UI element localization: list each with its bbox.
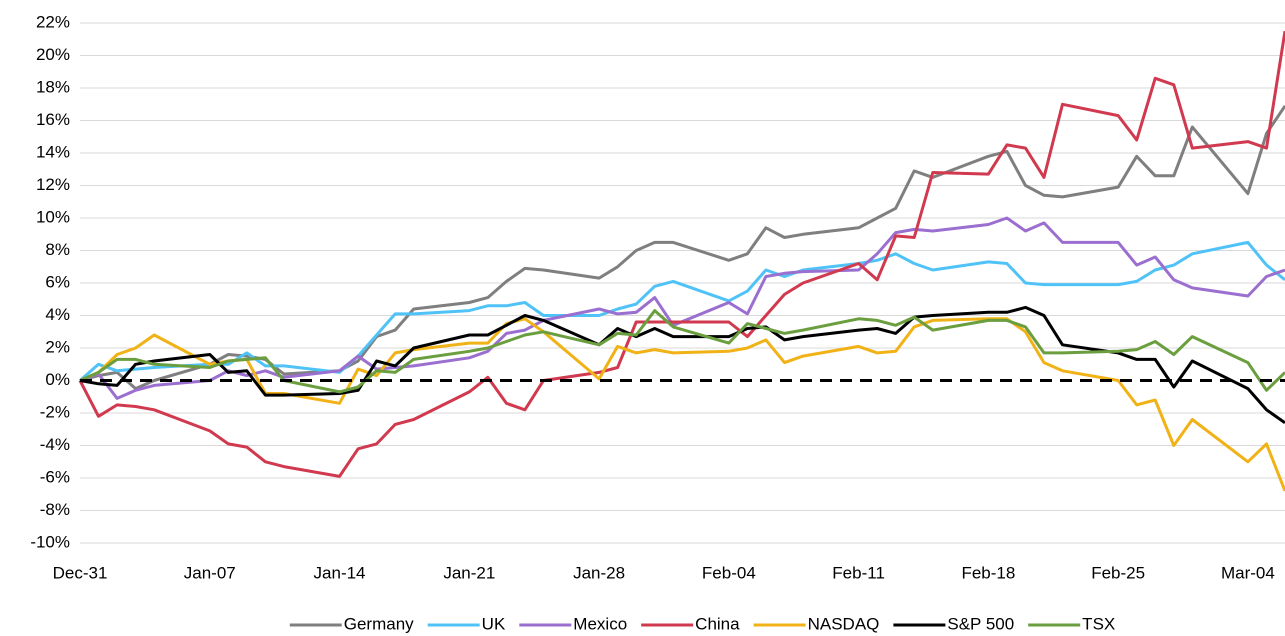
x-tick-label: Jan-28	[573, 563, 625, 582]
y-tick-label: 12%	[36, 175, 70, 194]
y-tick-label: 6%	[45, 272, 70, 291]
x-tick-label: Feb-11	[832, 563, 885, 582]
x-tick-label: Jan-21	[443, 563, 495, 582]
y-tick-label: -10%	[30, 532, 70, 551]
series-line	[78, 30, 1285, 478]
y-tick-label: 22%	[36, 12, 70, 31]
x-tick-label: Jan-07	[184, 563, 236, 582]
x-tick-label: Dec-31	[53, 563, 108, 582]
legend-label: TSX	[1082, 614, 1115, 633]
x-tick-label: Feb-18	[961, 563, 1015, 582]
legend-label: China	[695, 614, 740, 633]
y-tick-label: 0%	[45, 370, 70, 389]
series-line	[79, 105, 1285, 391]
legend: Germany UK Mexico China NASDAQ S&P 500 TSX	[289, 614, 1115, 633]
y-tick-label: 2%	[45, 337, 70, 356]
legend-label: Mexico	[573, 614, 627, 633]
y-tick-label: 8%	[45, 240, 70, 259]
y-tick-label: 14%	[36, 142, 70, 161]
y-tick-label: 10%	[36, 207, 70, 226]
y-tick-label: -8%	[40, 500, 70, 519]
series-line	[79, 216, 1285, 400]
legend-label: NASDAQ	[808, 614, 880, 633]
y-tick-label: 16%	[36, 110, 70, 129]
y-tick-label: 18%	[36, 77, 70, 96]
legend-label: Germany	[344, 614, 414, 633]
series-line	[79, 317, 1285, 492]
legend-label: S&P 500	[947, 614, 1014, 633]
series-line	[79, 309, 1285, 394]
x-tick-label: Feb-25	[1091, 563, 1145, 582]
series-line	[79, 240, 1285, 382]
y-tick-label: 20%	[36, 45, 70, 64]
x-tick-label: Jan-14	[314, 563, 366, 582]
y-tick-label: 4%	[45, 305, 70, 324]
y-tick-label: -6%	[40, 467, 70, 486]
series-line	[79, 305, 1285, 425]
y-tick-label: -2%	[40, 402, 70, 421]
x-tick-label: Mar-04	[1221, 563, 1275, 582]
legend-label: UK	[482, 614, 506, 633]
y-tick-label: -4%	[40, 435, 70, 454]
x-tick-label: Feb-04	[702, 563, 756, 582]
